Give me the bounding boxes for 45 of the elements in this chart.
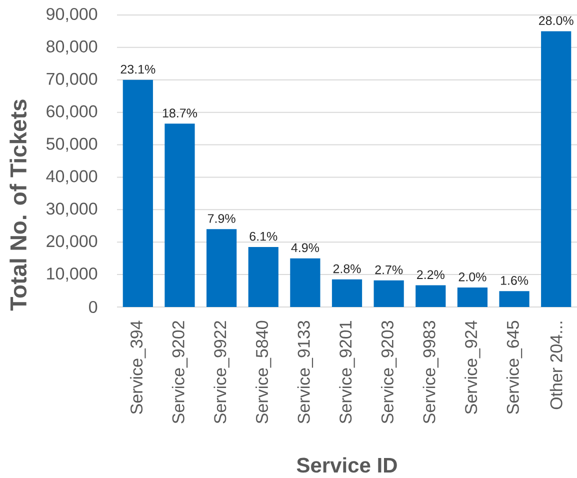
annotation: 2.7% bbox=[375, 265, 403, 274]
y-tick-label: 40,000 bbox=[46, 170, 98, 184]
y-axis-title: Total No. of Tickets bbox=[10, 100, 27, 311]
y-tick-label: 80,000 bbox=[46, 40, 98, 54]
annotation: 4.9% bbox=[291, 243, 319, 252]
x-tick-label: Service_394 bbox=[130, 320, 146, 414]
x-tick-label: Other 204... bbox=[550, 322, 562, 410]
annotation: 2.8% bbox=[333, 264, 361, 274]
x-tick-label: Service_924 bbox=[464, 320, 480, 414]
x-tick-label: Service_9922 bbox=[214, 321, 230, 424]
x-tick-label: Service_9133 bbox=[297, 320, 314, 424]
annotation: 6.1% bbox=[250, 232, 278, 241]
y-tick-label: 60,000 bbox=[46, 105, 98, 120]
annotation: 23.1% bbox=[120, 64, 156, 74]
y-tick-label: 0 bbox=[89, 300, 98, 314]
annotation: 1.6% bbox=[500, 276, 528, 285]
annotation: 18.7% bbox=[162, 108, 198, 118]
x-tick-label: Service_5840 bbox=[256, 320, 272, 424]
x-tick-label: Service_9983 bbox=[422, 320, 438, 424]
bar bbox=[499, 291, 530, 307]
x-tick-label: Service_9202 bbox=[172, 321, 188, 424]
bar bbox=[457, 288, 488, 307]
bar bbox=[206, 229, 237, 307]
y-tick-label: 90,000 bbox=[46, 8, 98, 22]
y-tick-label: 50,000 bbox=[46, 138, 98, 152]
bar bbox=[541, 31, 572, 307]
bar bbox=[332, 279, 362, 307]
y-tick-label: 20,000 bbox=[46, 235, 98, 250]
x-axis-title: Service ID bbox=[296, 457, 397, 473]
bar bbox=[248, 246, 278, 307]
annotation: 2.0% bbox=[458, 272, 486, 282]
bar bbox=[122, 80, 153, 307]
bar bbox=[374, 280, 404, 307]
bar bbox=[290, 258, 320, 307]
bar bbox=[416, 285, 446, 307]
y-tick-label: 30,000 bbox=[46, 202, 98, 217]
x-tick-label: Service_9203 bbox=[380, 320, 397, 424]
y-tick-label: 10,000 bbox=[47, 268, 98, 282]
annotation: 28.0% bbox=[539, 16, 574, 26]
annotation: 7.9% bbox=[208, 214, 236, 223]
y-tick-label: 70,000 bbox=[46, 72, 98, 87]
x-tick-label: Service_9201 bbox=[339, 321, 355, 424]
bar bbox=[164, 124, 195, 307]
annotation: 2.2% bbox=[417, 270, 444, 280]
x-tick-label: Service_645 bbox=[506, 320, 522, 414]
